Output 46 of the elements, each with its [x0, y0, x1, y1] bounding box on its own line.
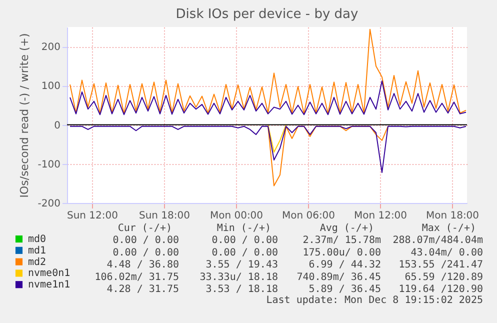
text: 175.00u/ 0.00: [302, 247, 381, 258]
text: 288.07m/484.04m: [392, 235, 483, 246]
text: 740.89m/ 36.45: [296, 272, 381, 283]
text: Max (-/+): [422, 223, 476, 234]
x-tick-label: Mon 18:00: [426, 210, 480, 222]
chart-title: Disk IOs per device - by day: [176, 7, 359, 22]
legend-label: md0: [28, 234, 46, 245]
x-tick-label: Mon 06:00: [282, 210, 336, 222]
x-tick-label: Sun 18:00: [138, 210, 190, 222]
text: 4.48 / 36.80: [106, 260, 179, 271]
text: 33.33u/ 18.18: [200, 272, 278, 283]
x-tick-label: Mon 12:00: [354, 210, 408, 222]
line-series: [70, 28, 466, 114]
text: 0.00 / 0.00: [112, 247, 179, 258]
text: 153.55 /241.47: [398, 260, 483, 271]
text: Last update: Mon Dec 8 19:15:02 2025: [266, 295, 483, 306]
y-axis-title: IOs/second read (-) / write (+): [18, 33, 31, 198]
text: 2.37m/ 15.78m: [302, 235, 381, 246]
text: 3.55 / 19.43: [206, 260, 278, 271]
text: 0.00 / 0.00: [212, 247, 278, 258]
y-tick-label: -100: [38, 159, 60, 170]
text: 6.99 / 44.32: [308, 260, 381, 271]
y-tick-label: 0: [54, 120, 60, 132]
x-tick-label: Mon 00:00: [210, 210, 264, 222]
text: 119.64 /120.90: [398, 284, 483, 295]
text: Min (-/+): [216, 223, 271, 234]
y-tick-label: -200: [38, 198, 60, 210]
line-series: [70, 126, 466, 173]
legend-label: nvme0n1: [28, 268, 70, 280]
text: 65.59 /120.89: [404, 272, 483, 283]
text: 4.28 / 31.75: [106, 284, 179, 295]
legend-label: md1: [28, 245, 46, 256]
y-tick-label: 100: [41, 81, 60, 92]
text: Cur (-/+): [118, 223, 172, 234]
legend-label: nvme1n1: [28, 280, 70, 291]
text: 3.53 / 18.18: [206, 284, 278, 295]
text: 43.04m/ 0.00: [410, 247, 483, 258]
text: 106.02m/ 31.75: [94, 272, 179, 283]
legend-label: md2: [28, 256, 46, 268]
x-tick-label: Sun 12:00: [66, 210, 118, 222]
y-tick-label: 200: [41, 42, 60, 54]
text: Avg (-/+): [320, 223, 374, 234]
text: 0.00 / 0.00: [212, 235, 278, 246]
text: 5.89 / 36.45: [308, 284, 381, 295]
text: 0.00 / 0.00: [112, 235, 179, 246]
line-series: [70, 80, 466, 116]
